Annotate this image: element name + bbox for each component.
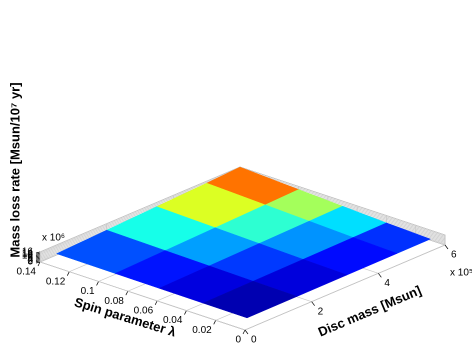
- grid-line: [244, 244, 446, 331]
- y-tick: [244, 329, 249, 335]
- z-tick: [35, 261, 41, 264]
- z-tick: [35, 251, 41, 254]
- z-axis-label: Mass loss rate [Msun/10⁷ yr]: [7, 82, 22, 257]
- y-tick: [444, 244, 449, 250]
- surface: [55, 166, 432, 319]
- y-tick-label: 4: [384, 278, 390, 289]
- grid-line: [239, 166, 446, 236]
- z-tick-label: 8: [27, 252, 33, 263]
- x-tick: [37, 261, 41, 267]
- x-tick: [96, 281, 99, 286]
- x-tick-label: 0: [235, 335, 241, 346]
- z-tick-label: 4: [27, 254, 33, 265]
- grid-line: [39, 167, 241, 254]
- y-tick-label: 0: [251, 335, 257, 346]
- x-tick: [125, 290, 129, 296]
- x-tick: [154, 300, 158, 306]
- z-tick: [35, 254, 41, 256]
- y-tick-label: 2: [318, 306, 324, 317]
- z-tick-label: 0: [27, 257, 33, 268]
- z-tick-label: 2: [27, 255, 33, 266]
- x-tick-label: 0.02: [192, 325, 212, 336]
- surface-patch: [202, 280, 298, 319]
- x-tick-label: 0.08: [104, 296, 124, 307]
- y-tick-label: 6: [451, 250, 457, 261]
- z-tick-label: 14: [22, 248, 34, 259]
- x-tick-label: 0.04: [163, 315, 183, 326]
- z-tick: [35, 255, 41, 258]
- y-exponent: x 10⁵: [450, 268, 472, 279]
- y-tick: [311, 301, 315, 306]
- x-tick-label: 0.12: [46, 276, 66, 287]
- x-tick: [213, 320, 217, 325]
- z-tick: [35, 257, 41, 260]
- x-tick-label: 0.1: [81, 286, 95, 297]
- z-tick-label: 6: [27, 253, 33, 264]
- grid-line: [39, 261, 246, 331]
- z-tick-label: 10: [22, 250, 34, 261]
- z-tick: [35, 260, 41, 263]
- z-tick: [35, 256, 41, 259]
- y-tick: [378, 273, 382, 278]
- z-tick-label: 12: [22, 249, 34, 260]
- x-tick-label: 0.06: [134, 305, 154, 316]
- z-tick: [35, 252, 41, 255]
- x-tick: [242, 329, 246, 335]
- z-exponent: x 10⁶: [42, 233, 65, 244]
- grid-line: [239, 167, 446, 237]
- x-tick-label: 0.14: [17, 267, 37, 278]
- grid-line: [39, 166, 241, 253]
- z-tick-label: 16: [22, 247, 34, 258]
- x-tick: [184, 310, 187, 315]
- x-tick: [66, 271, 70, 276]
- z-tick: [35, 259, 41, 261]
